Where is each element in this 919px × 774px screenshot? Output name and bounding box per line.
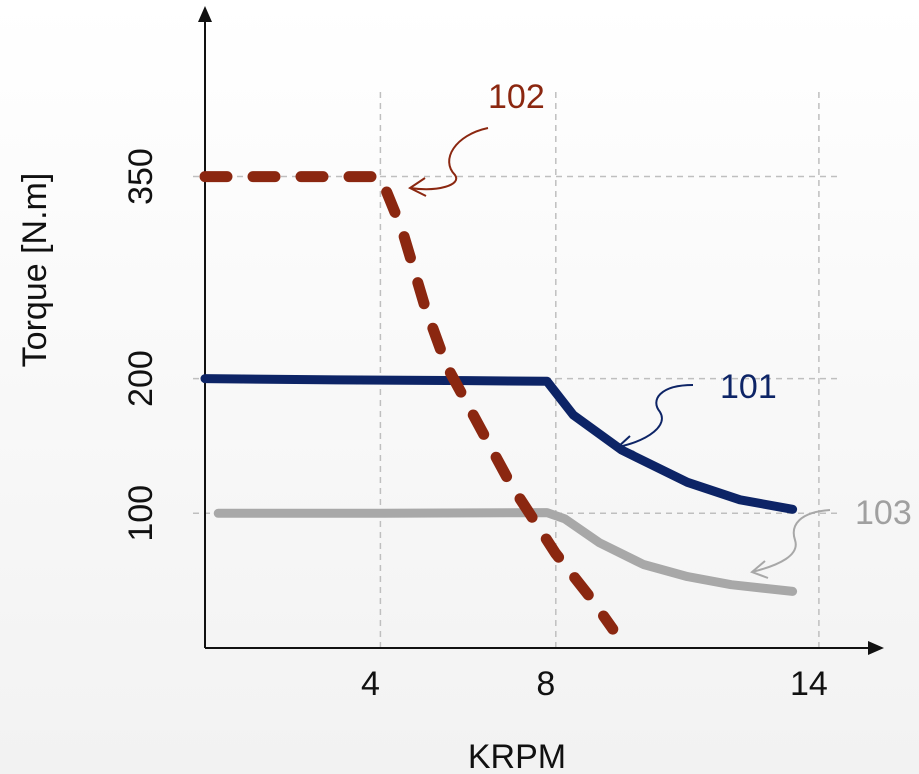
tick-labels: 4 8 14 100 200 350 <box>122 148 828 703</box>
x-axis-title: KRPM <box>468 738 566 774</box>
y-axis-title: Torque [N.m] <box>16 173 54 368</box>
series-label-102: 102 <box>488 78 545 116</box>
callout-arrowhead-101-icon <box>616 435 635 453</box>
x-axis-arrow-icon <box>868 641 884 655</box>
y-axis-arrow-icon <box>198 6 212 22</box>
y-tick-label-100: 100 <box>122 485 160 542</box>
series-line-103 <box>213 508 798 596</box>
callout-arrowhead-103-icon <box>750 560 769 579</box>
y-tick-label-350: 350 <box>122 148 160 205</box>
callout-arrow-101 <box>617 384 694 448</box>
series-line-102 <box>199 171 619 635</box>
callout-arrowhead-102-icon <box>408 177 427 197</box>
x-tick-label-14: 14 <box>790 665 828 703</box>
axes <box>198 6 884 655</box>
callout-arrow-103 <box>751 509 831 573</box>
series-line-101 <box>200 374 798 514</box>
x-tick-label-8: 8 <box>536 665 555 703</box>
x-tick-label-4: 4 <box>361 665 380 703</box>
series-label-103: 103 <box>855 494 912 532</box>
series-layer <box>199 171 798 635</box>
callout-arrow-102 <box>409 127 489 191</box>
y-tick-label-200: 200 <box>122 350 160 407</box>
series-label-101: 101 <box>720 368 777 406</box>
series-annotations: 102 101 103 <box>408 78 912 579</box>
